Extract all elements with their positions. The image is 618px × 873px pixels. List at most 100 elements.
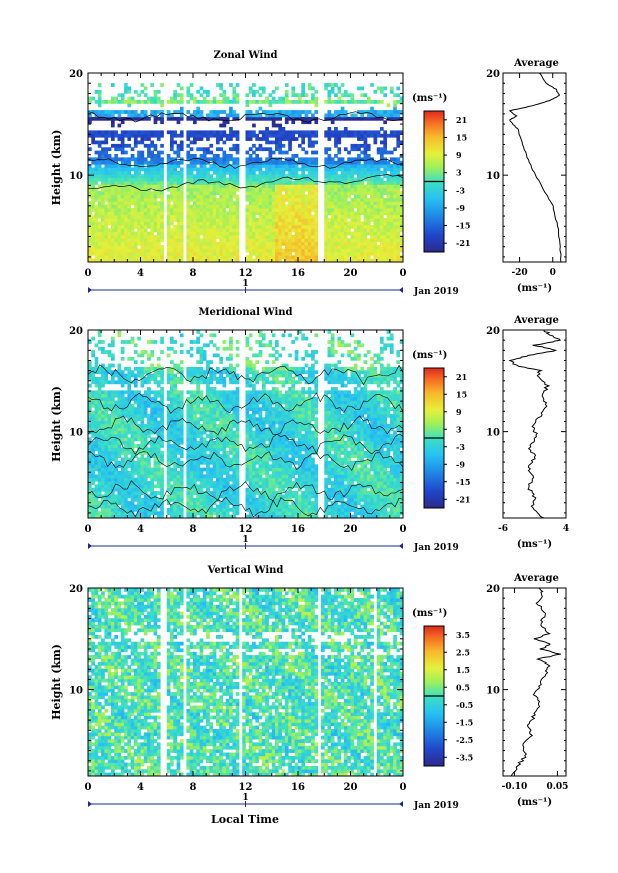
- heatmap-cell: [153, 460, 158, 465]
- heatmap-cell: [202, 170, 207, 175]
- heatmap-cell: [107, 187, 112, 192]
- heatmap-cell: [120, 224, 125, 229]
- heatmap-cell: [170, 181, 174, 185]
- heatmap-cell: [170, 245, 174, 249]
- heatmap-cell: [393, 255, 397, 260]
- heatmap-cell: [166, 420, 171, 425]
- heatmap-cell: [311, 224, 315, 229]
- heatmap-cell: [111, 208, 115, 212]
- heatmap-cell: [166, 164, 171, 168]
- heatmap-cell: [101, 174, 105, 179]
- heatmap-cell: [373, 160, 378, 165]
- heatmap-cell: [275, 86, 279, 91]
- heatmap-cell: [258, 197, 263, 202]
- heatmap-cell: [245, 184, 250, 189]
- heatmap-cell: [393, 147, 397, 152]
- heatmap-cell: [140, 457, 145, 462]
- heatmap-cell: [170, 504, 174, 509]
- heatmap-cell: [209, 116, 214, 121]
- heatmap-cell: [258, 174, 263, 179]
- heatmap-cell: [120, 228, 125, 233]
- heatmap-cell: [91, 450, 95, 455]
- heatmap-cell: [186, 89, 191, 94]
- heatmap-cell: [268, 194, 273, 199]
- heatmap-cell: [143, 133, 148, 138]
- heatmap-cell: [137, 497, 141, 502]
- heatmap-cell: [330, 208, 335, 212]
- heatmap-cell: [261, 255, 266, 260]
- heatmap-cell: [360, 167, 364, 172]
- heatmap-cell: [179, 224, 184, 229]
- heatmap-cell: [301, 251, 305, 256]
- heatmap-cell: [153, 184, 158, 189]
- heatmap-cell: [124, 454, 128, 458]
- heatmap-cell: [232, 170, 237, 175]
- heatmap-cell: [343, 201, 348, 206]
- heatmap-cell: [284, 167, 289, 172]
- heatmap-cell: [219, 194, 223, 199]
- heatmap-cell: [150, 235, 154, 239]
- heatmap-cell: [130, 255, 135, 260]
- heatmap-cell: [265, 224, 269, 229]
- heatmap-cell: [360, 93, 364, 98]
- heatmap-cell: [347, 157, 351, 162]
- heatmap-cell: [143, 251, 148, 256]
- heatmap-cell: [124, 514, 128, 519]
- heatmap-cell: [101, 251, 105, 256]
- heatmap-cell: [140, 214, 145, 219]
- heatmap-cell: [130, 474, 135, 479]
- heatmap-cell: [111, 343, 115, 348]
- heatmap-cell: [88, 474, 92, 479]
- heatmap-cell: [107, 228, 112, 233]
- heatmap-cell: [147, 420, 151, 425]
- heatmap-cell: [268, 150, 273, 155]
- heatmap-cell: [143, 100, 148, 104]
- heatmap-cell: [334, 143, 338, 148]
- heatmap-cell: [117, 221, 122, 226]
- heatmap-cell: [130, 147, 135, 152]
- heatmap-cell: [258, 211, 263, 216]
- heatmap-cell: [268, 204, 273, 209]
- heatmap-cell: [143, 231, 148, 236]
- heatmap-cell: [97, 248, 102, 253]
- heatmap-cell: [189, 96, 194, 101]
- heatmap-cell: [222, 245, 227, 249]
- heatmap-cell: [97, 214, 102, 219]
- heatmap-cell: [284, 238, 289, 243]
- heatmap-cell: [245, 208, 250, 212]
- heatmap-cell: [193, 140, 197, 145]
- heatmap-cell: [107, 427, 112, 432]
- heatmap-cell: [376, 130, 381, 135]
- heatmap-cell: [199, 231, 204, 236]
- heatmap-cell: [130, 167, 135, 172]
- heatmap-cell: [383, 130, 387, 135]
- heatmap-cell: [189, 245, 194, 249]
- heatmap-cell: [107, 133, 112, 138]
- heatmap-cell: [370, 258, 374, 263]
- heatmap-cell: [114, 96, 118, 101]
- heatmap-cell: [294, 113, 299, 118]
- heatmap-cell: [173, 390, 177, 395]
- heatmap-cell: [160, 208, 164, 212]
- heatmap-cell: [88, 393, 92, 398]
- heatmap-cell: [114, 228, 118, 233]
- heatmap-cell: [153, 255, 158, 260]
- heatmap-cell: [120, 447, 125, 452]
- heatmap-cell: [376, 235, 381, 239]
- heatmap-cell: [202, 191, 207, 195]
- heatmap-cell: [252, 224, 256, 229]
- heatmap-cell: [117, 407, 122, 411]
- heatmap-cell: [304, 113, 309, 118]
- heatmap-cell: [124, 133, 128, 138]
- heatmap-cell: [143, 437, 148, 442]
- heatmap-cell: [101, 255, 105, 260]
- heatmap-cell: [284, 218, 289, 222]
- heatmap-cell: [97, 366, 102, 371]
- heatmap-cell: [327, 201, 332, 206]
- heatmap-cell: [179, 228, 184, 233]
- heatmap-cell: [120, 218, 125, 222]
- heatmap-cell: [202, 235, 207, 239]
- heatmap-cell: [140, 160, 145, 165]
- heatmap-cell: [186, 214, 191, 219]
- heatmap-cell: [196, 238, 200, 243]
